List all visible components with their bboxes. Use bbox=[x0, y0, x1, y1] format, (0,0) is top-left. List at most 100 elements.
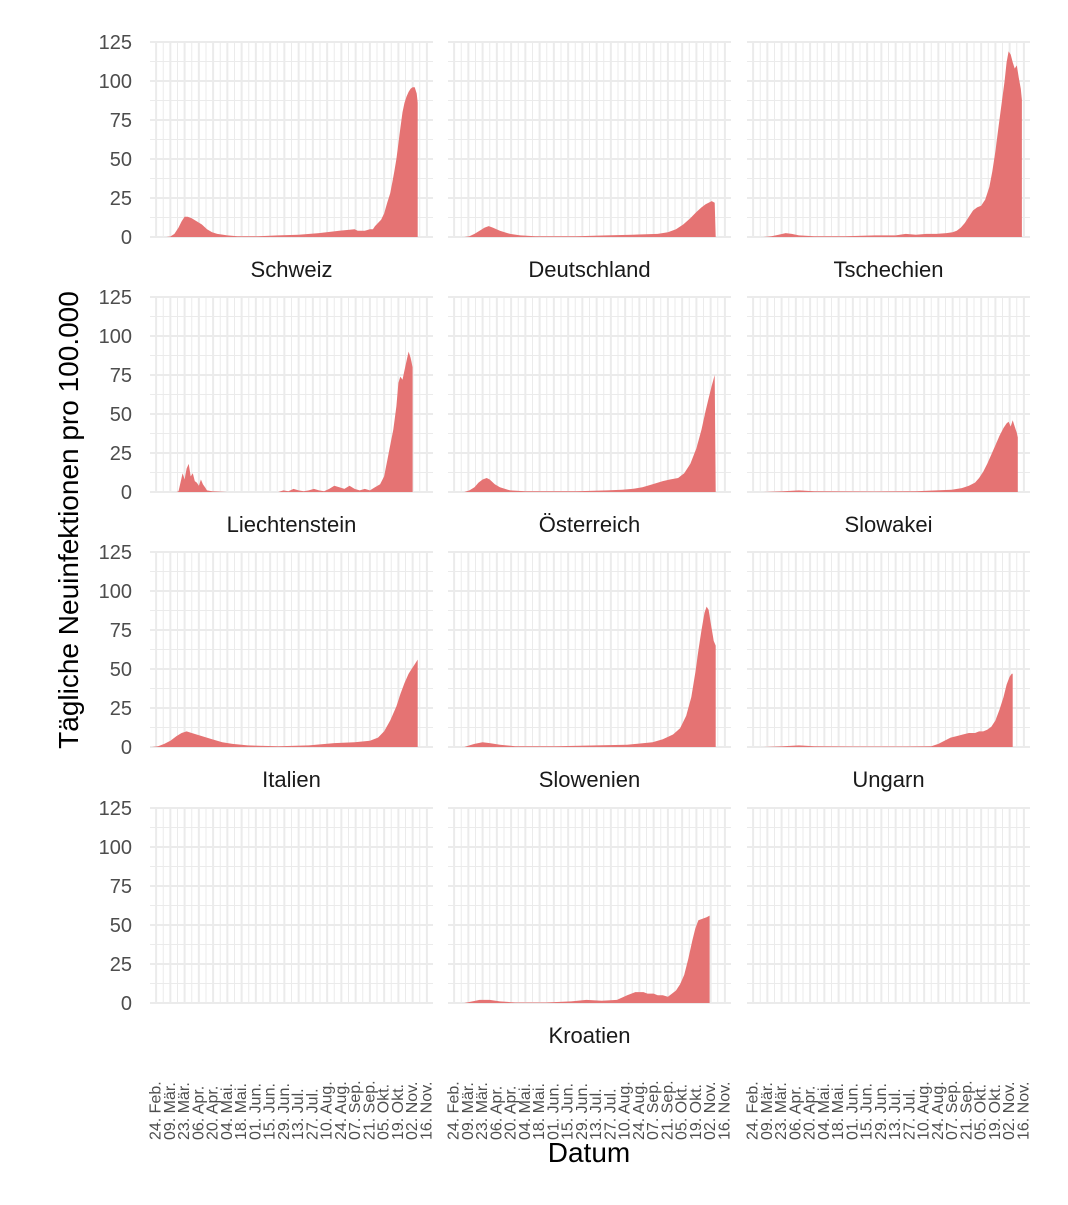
x-tick-label: 16. Nov. bbox=[716, 1082, 733, 1140]
panel-label-slowakei: Slowakei bbox=[844, 512, 932, 537]
panel-empty-9: 0 25 50 75 100 125 24. Feb.09. Mär.23. Mär.06.… bbox=[99, 798, 436, 1140]
y-tick-label: 100 bbox=[99, 71, 132, 93]
y-tick-label: 125 bbox=[99, 542, 132, 564]
x-tick-label: 02. Nov. bbox=[702, 1082, 719, 1140]
x-tick-label: 27. Jul. bbox=[901, 1088, 918, 1140]
panel-ungarn: Ungarn bbox=[747, 551, 1030, 792]
panel-label-schweiz: Schweiz bbox=[251, 257, 333, 282]
x-tick-label: 01. Jun. bbox=[545, 1083, 562, 1140]
x-tick-label: 23. Mär. bbox=[176, 1082, 193, 1140]
x-tick-label: 05. Okt. bbox=[674, 1084, 691, 1140]
x-tick-label: 20. Apr. bbox=[503, 1086, 520, 1140]
panel-liechtenstein: 0 25 50 75 100 125 Liechtenstein bbox=[99, 287, 433, 537]
x-tick-label: 04. Mai. bbox=[816, 1083, 833, 1140]
y-tick-label: 75 bbox=[110, 620, 132, 642]
x-tick-label: 10. Aug. bbox=[916, 1081, 933, 1140]
panel-label-liechtenstein: Liechtenstein bbox=[227, 512, 357, 537]
x-tick-label: 24. Aug. bbox=[333, 1081, 350, 1140]
x-tick-label: 02. Nov. bbox=[1001, 1082, 1018, 1140]
x-tick-label: 10. Aug. bbox=[319, 1081, 336, 1140]
x-tick-label: 29. Jun. bbox=[873, 1083, 890, 1140]
x-tick-label: 07. Sep. bbox=[347, 1080, 364, 1140]
x-tick-label: 01. Jun. bbox=[247, 1083, 264, 1140]
x-tick-label: 10. Aug. bbox=[617, 1081, 634, 1140]
panel-label-italien: Italien bbox=[262, 767, 321, 792]
x-tick-label: 16. Nov. bbox=[418, 1082, 435, 1140]
x-axis-title: Datum bbox=[548, 1137, 630, 1168]
area-ungarn bbox=[763, 673, 1013, 747]
x-tick-label: 18. Mai. bbox=[531, 1083, 548, 1140]
x-tick-label: 29. Jun. bbox=[574, 1083, 591, 1140]
panel-tschechien: Tschechien bbox=[747, 41, 1030, 282]
area-slowenien bbox=[464, 606, 716, 747]
area-deutschland bbox=[464, 201, 716, 237]
y-tick-label: 100 bbox=[99, 326, 132, 348]
x-tick-label: 13. Jul. bbox=[887, 1088, 904, 1140]
y-tick-label: 25 bbox=[110, 954, 132, 976]
y-axis-title: Tägliche Neuinfektionen pro 100.000 bbox=[53, 291, 84, 749]
x-tick-label: 06. Apr. bbox=[787, 1086, 804, 1140]
x-tick-label: 24. Feb. bbox=[745, 1081, 762, 1140]
y-tick-label: 25 bbox=[110, 698, 132, 720]
panel-kroatien: Kroatien 24. Feb.09. Mär.23. Mär.06. Apr.… bbox=[446, 807, 733, 1140]
panel-label-ungarn: Ungarn bbox=[852, 767, 924, 792]
area-italien bbox=[152, 659, 418, 747]
y-tick-label: 50 bbox=[110, 659, 132, 681]
y-tick-label: 0 bbox=[121, 227, 132, 249]
x-tick-label: 23. Mär. bbox=[773, 1082, 790, 1140]
panel-empty-11: 24. Feb.09. Mär.23. Mär.06. Apr.20. Apr.… bbox=[745, 807, 1032, 1140]
x-tick-label: 06. Apr. bbox=[190, 1086, 207, 1140]
x-tick-label: 05. Okt. bbox=[973, 1084, 990, 1140]
panel-label-österreich: Österreich bbox=[539, 512, 640, 537]
x-tick-label: 21. Sep. bbox=[361, 1080, 378, 1140]
y-tick-label: 25 bbox=[110, 188, 132, 210]
area-slowakei bbox=[763, 420, 1018, 492]
x-tick-label: 05. Okt. bbox=[376, 1084, 393, 1140]
y-tick-label: 75 bbox=[110, 110, 132, 132]
x-tick-label: 13. Jul. bbox=[588, 1088, 605, 1140]
area-kroatien bbox=[464, 915, 710, 1003]
x-tick-label: 15. Jun. bbox=[560, 1083, 577, 1140]
panel-slowakei: Slowakei bbox=[747, 296, 1030, 537]
x-tick-label: 15. Jun. bbox=[262, 1083, 279, 1140]
area-tschechien bbox=[763, 51, 1022, 238]
x-tick-label: 06. Apr. bbox=[488, 1086, 505, 1140]
y-tick-label: 0 bbox=[121, 482, 132, 504]
x-tick-label: 23. Mär. bbox=[474, 1082, 491, 1140]
x-tick-label: 29. Jun. bbox=[276, 1083, 293, 1140]
x-tick-label: 09. Mär. bbox=[460, 1082, 477, 1140]
y-tick-label: 0 bbox=[121, 737, 132, 759]
y-tick-label: 50 bbox=[110, 915, 132, 937]
x-tick-label: 21. Sep. bbox=[659, 1080, 676, 1140]
x-tick-label: 16. Nov. bbox=[1015, 1082, 1032, 1140]
x-tick-label: 02. Nov. bbox=[404, 1082, 421, 1140]
panel-slowenien: Slowenien bbox=[448, 551, 731, 792]
y-tick-label: 125 bbox=[99, 798, 132, 820]
x-tick-label: 09. Mär. bbox=[759, 1082, 776, 1140]
y-tick-label: 125 bbox=[99, 287, 132, 309]
panel-schweiz: 0 25 50 75 100 125 Schweiz bbox=[99, 32, 433, 282]
panel-label-kroatien: Kroatien bbox=[549, 1023, 631, 1048]
y-tick-label: 50 bbox=[110, 404, 132, 426]
x-tick-label: 01. Jun. bbox=[844, 1083, 861, 1140]
y-tick-label: 75 bbox=[110, 365, 132, 387]
x-tick-label: 04. Mai. bbox=[219, 1083, 236, 1140]
x-tick-label: 04. Mai. bbox=[517, 1083, 534, 1140]
x-tick-label: 18. Mai. bbox=[830, 1083, 847, 1140]
x-tick-label: 07. Sep. bbox=[944, 1080, 961, 1140]
x-tick-label: 07. Sep. bbox=[645, 1080, 662, 1140]
area-liechtenstein bbox=[176, 351, 413, 492]
y-tick-label: 75 bbox=[110, 876, 132, 898]
area-schweiz bbox=[166, 87, 418, 237]
y-tick-label: 100 bbox=[99, 837, 132, 859]
x-tick-label: 18. Mai. bbox=[233, 1083, 250, 1140]
x-tick-label: 24. Aug. bbox=[930, 1081, 947, 1140]
x-tick-label: 27. Jul. bbox=[602, 1088, 619, 1140]
panel-label-slowenien: Slowenien bbox=[539, 767, 641, 792]
x-tick-label: 15. Jun. bbox=[859, 1083, 876, 1140]
x-tick-label: 24. Aug. bbox=[631, 1081, 648, 1140]
x-tick-label: 27. Jul. bbox=[304, 1088, 321, 1140]
x-tick-label: 19. Okt. bbox=[987, 1084, 1004, 1140]
